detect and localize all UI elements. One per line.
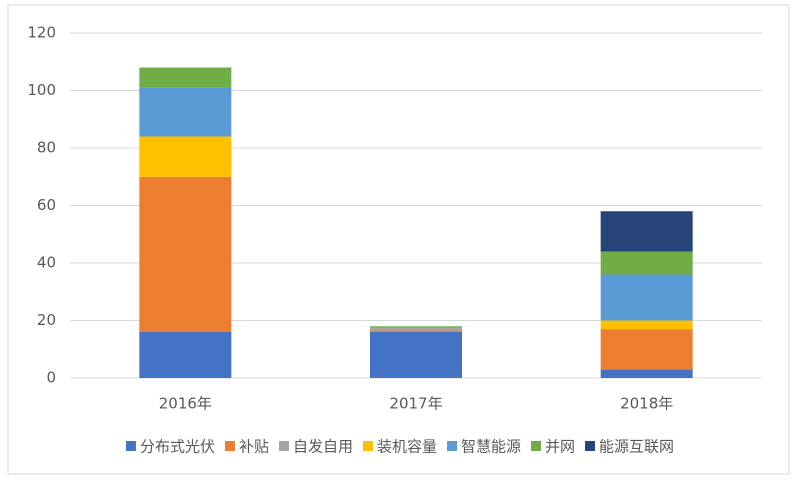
bar-segment: [139, 87, 232, 137]
y-tick-label: 60: [37, 196, 56, 214]
y-tick-label: 20: [37, 311, 56, 329]
legend-swatch: [362, 441, 373, 451]
legend-swatch: [585, 441, 596, 451]
bar-segment: [600, 329, 693, 370]
legend-label: 自发自用: [293, 438, 353, 456]
legend-label: 并网: [545, 438, 575, 456]
bar-segment: [139, 176, 232, 332]
legend-label: 分布式光伏: [140, 438, 215, 456]
legend-swatch: [224, 441, 235, 451]
bar-segment: [139, 136, 232, 177]
bar-segment: [370, 327, 462, 331]
bar-segment: [370, 330, 462, 332]
bar-segment: [600, 369, 693, 378]
bar-segment: [600, 211, 693, 252]
bar-segment: [139, 67, 232, 88]
y-tick-label: 80: [37, 139, 56, 157]
legend-label: 装机容量: [377, 438, 437, 456]
y-tick-label: 0: [46, 369, 56, 387]
bar-segment: [370, 332, 462, 378]
y-tick-label: 100: [27, 81, 56, 99]
bar-segment: [370, 326, 462, 328]
legend-label: 补贴: [239, 438, 269, 456]
y-tick-label: 40: [37, 254, 56, 272]
legend-swatch: [531, 441, 542, 451]
x-tick-label: 2018年: [620, 395, 673, 413]
legend-label: 能源互联网: [599, 438, 674, 456]
y-tick-label: 120: [27, 24, 56, 42]
x-tick-label: 2017年: [389, 395, 442, 413]
x-tick-label: 2016年: [159, 395, 212, 413]
legend-swatch: [125, 441, 136, 451]
legend-label: 智慧能源: [461, 438, 521, 456]
bar-segment: [600, 251, 693, 275]
bar-segment: [600, 320, 693, 330]
bar-segment: [600, 274, 693, 321]
legend-swatch: [278, 441, 289, 451]
legend-swatch: [447, 441, 458, 451]
bar-segment: [139, 332, 232, 378]
